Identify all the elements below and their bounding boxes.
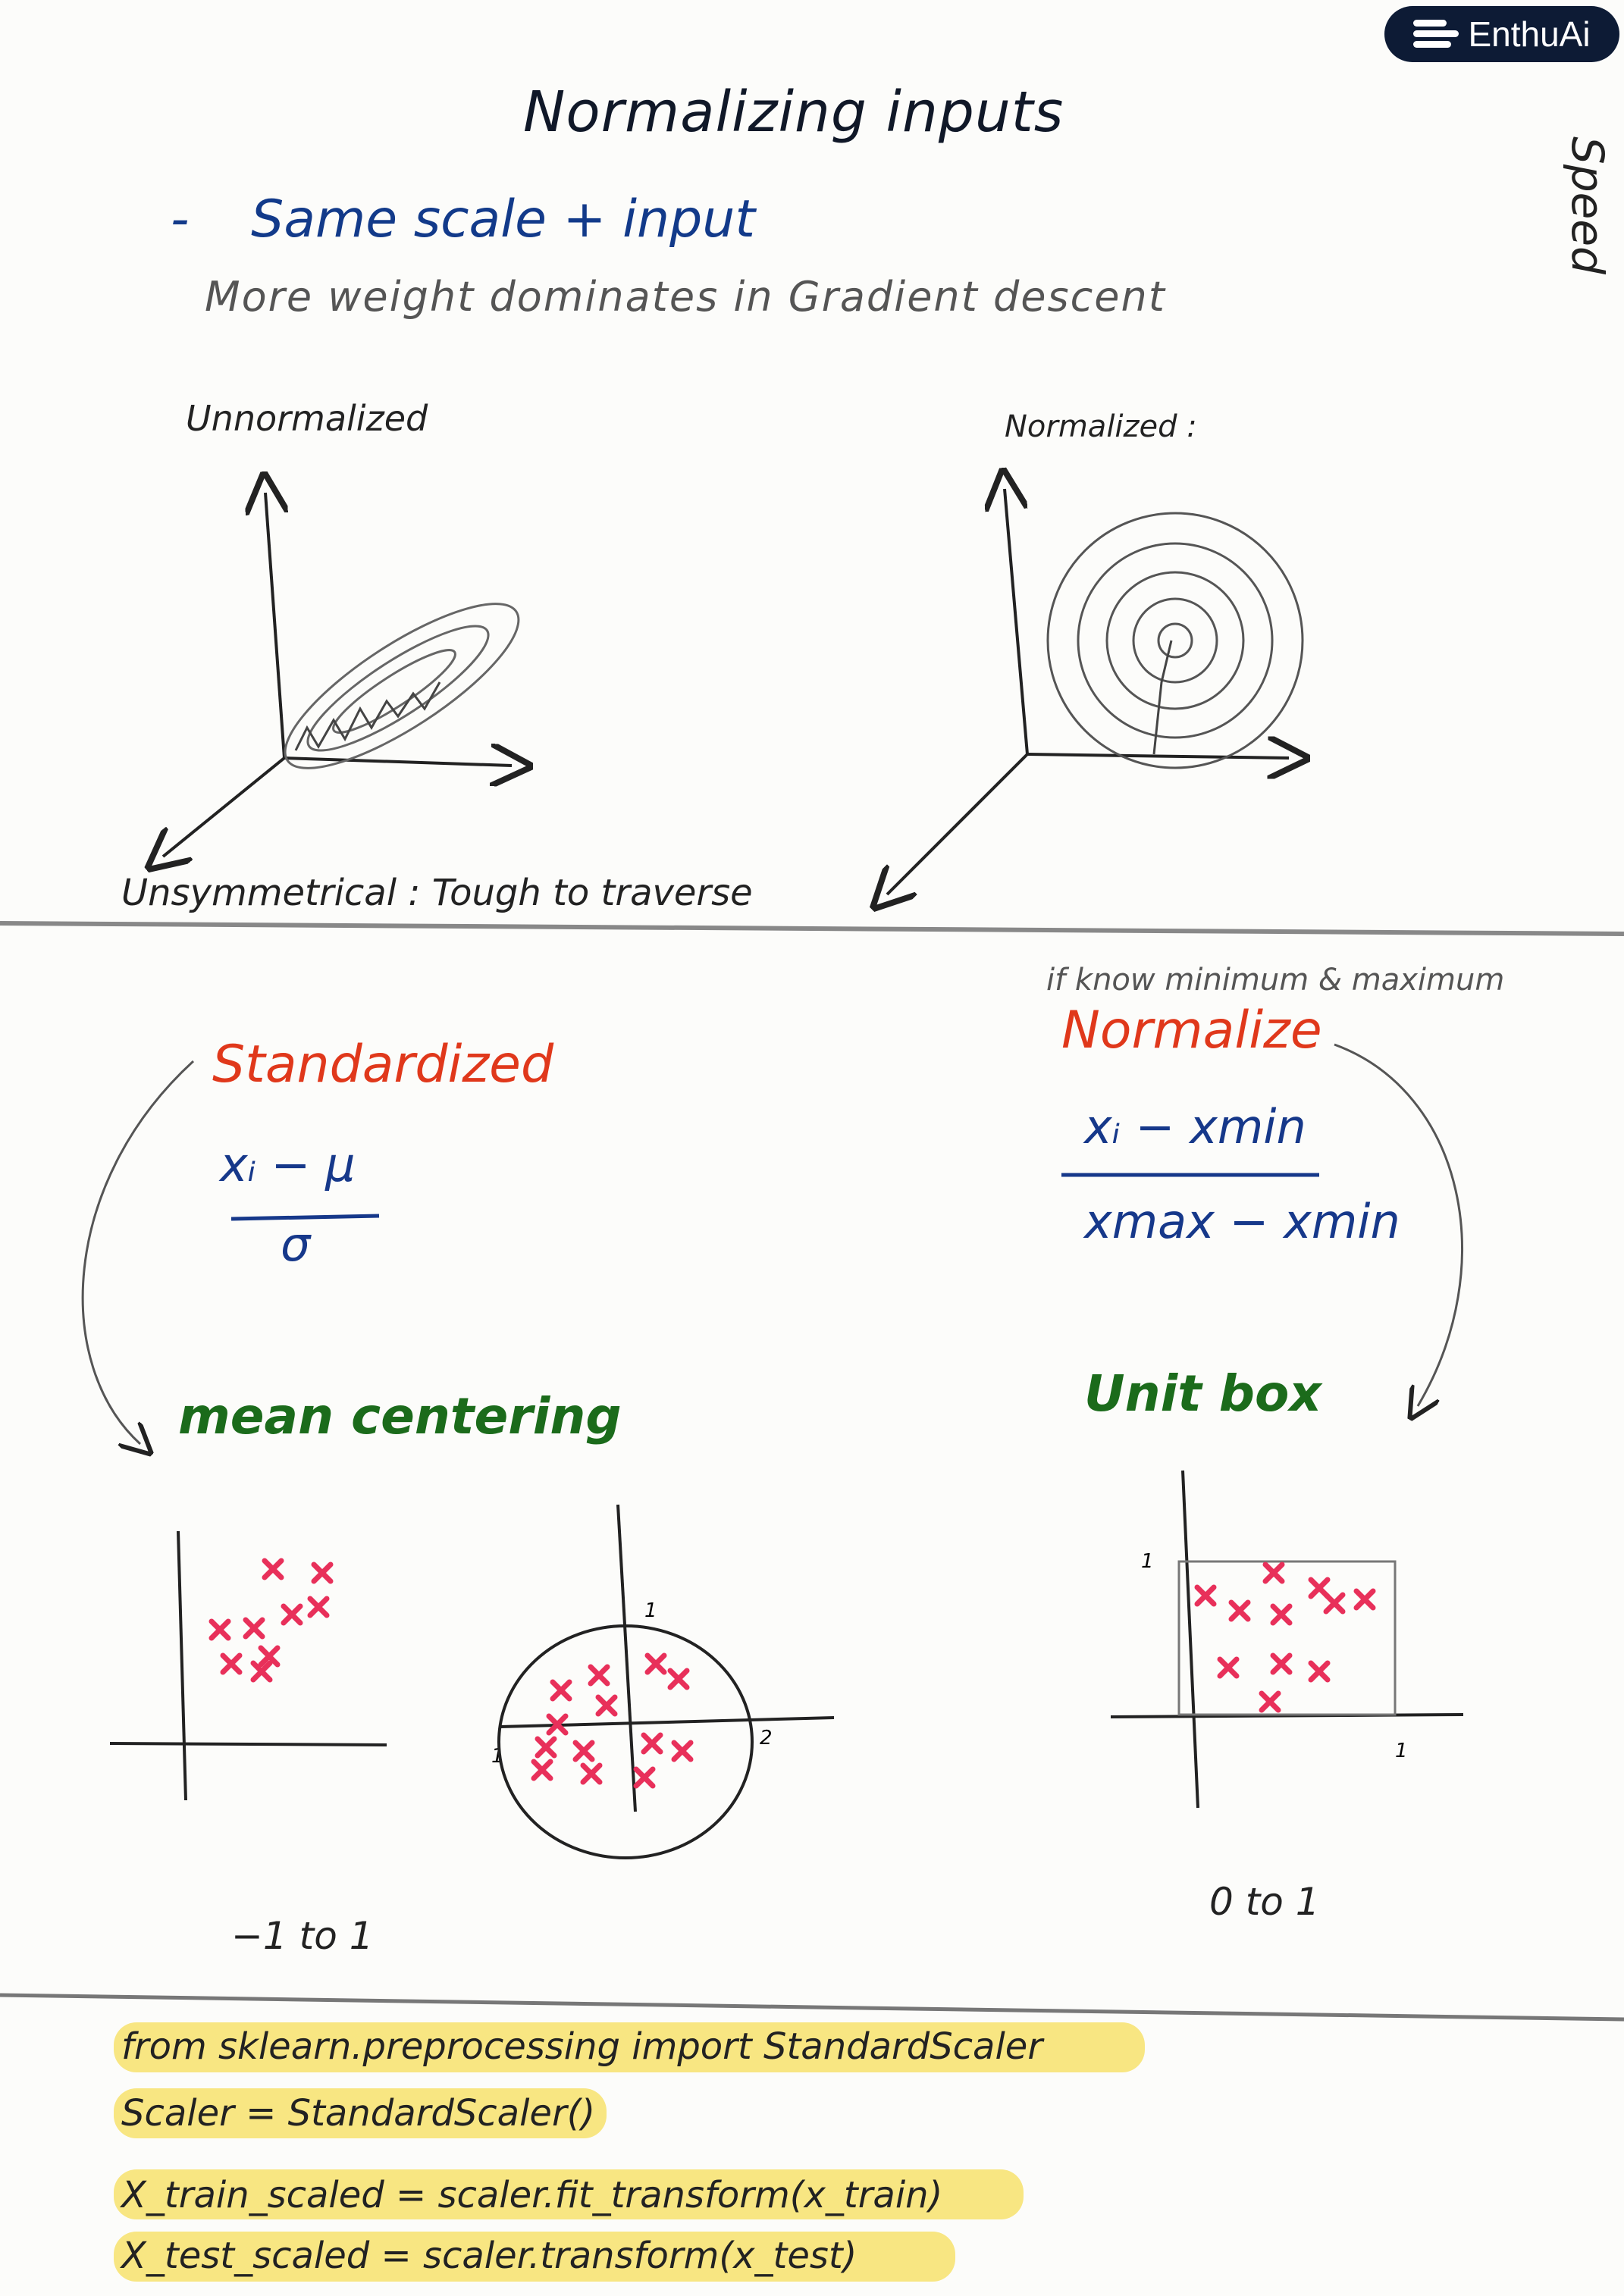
original-marker (311, 1561, 334, 1584)
subtext: More weight dominates in Gradient descen… (205, 273, 1166, 321)
circle-tick-top: 1 (644, 1599, 657, 1622)
normalize-arrow (1334, 1043, 1463, 1406)
brand-name: EnthuAi (1468, 14, 1591, 54)
centered-marker (572, 1740, 595, 1762)
unnormalized-axes (163, 493, 512, 857)
centered-marker (641, 1732, 663, 1755)
original-marker (281, 1603, 303, 1626)
unit-box-marker (1270, 1652, 1293, 1675)
standardized-denominator: σ (281, 1217, 311, 1272)
normalized-axes (887, 489, 1289, 894)
unit-box-plot (1110, 1470, 1464, 1809)
code-highlight-3 (114, 2169, 1024, 2219)
centered-marker (633, 1766, 656, 1789)
centered-marker (671, 1740, 694, 1762)
code-line-1: from sklearn.preprocessing import Standa… (121, 2025, 1043, 2068)
original-marker (250, 1660, 273, 1683)
gradient-zigzag (294, 681, 441, 751)
box-tick-y: 1 (1141, 1550, 1154, 1573)
original-data-axes (109, 1530, 387, 1801)
mean-centering-range: −1 to 1 (231, 1914, 374, 1958)
normalized-contours (1046, 512, 1304, 769)
page-title: Normalizing inputs (523, 80, 1064, 145)
unnormalized-label: Unnormalized (186, 398, 428, 439)
normalize-heading: Normalize (1061, 1001, 1322, 1060)
original-marker (262, 1558, 284, 1580)
centered-marker (531, 1759, 553, 1781)
unit-box-marker (1308, 1660, 1331, 1683)
original-marker (208, 1618, 231, 1641)
bullet-dash: - (171, 190, 190, 249)
unit-box-marker (1262, 1561, 1285, 1584)
separator-top (0, 921, 1624, 936)
centered-data-plot (497, 1504, 835, 1859)
unit-box-marker (1270, 1603, 1293, 1626)
unit-box-marker (1194, 1584, 1217, 1607)
standardized-fraction-bar (230, 1214, 380, 1221)
standardized-numerator: xᵢ − μ (220, 1137, 356, 1192)
centered-marker (588, 1664, 610, 1687)
box-tick-x: 1 (1395, 1740, 1408, 1762)
unit-box-marker (1353, 1588, 1376, 1611)
normalize-denominator: xmax − xmin (1084, 1194, 1400, 1249)
unit-box-range: 0 to 1 (1209, 1880, 1320, 1924)
original-marker (258, 1645, 281, 1668)
code-highlight-4 (114, 2232, 955, 2282)
data-markers (208, 1558, 1376, 1789)
circle-tick-right: 2 (760, 1727, 773, 1749)
unit-box-marker (1228, 1599, 1251, 1622)
code-highlight-2 (114, 2088, 607, 2138)
plot-caption: Unsymmetrical : Tough to traverse (121, 872, 753, 914)
original-marker (307, 1596, 330, 1618)
code-line-3: X_train_scaled = scaler.fit_transform(x_… (121, 2174, 943, 2216)
gradient-path (1152, 640, 1173, 755)
side-label: Speed (1562, 136, 1613, 274)
separator-bottom (0, 1993, 1624, 2022)
unit-box-heading: Unit box (1084, 1364, 1321, 1423)
centered-marker (580, 1762, 603, 1785)
original-marker (220, 1652, 243, 1675)
standardized-heading: Standardized (212, 1035, 554, 1095)
bullet-point: - Same scale + input (171, 190, 755, 249)
unit-box-marker (1259, 1690, 1281, 1713)
centered-marker (535, 1736, 557, 1759)
centered-marker (644, 1652, 667, 1675)
centered-marker (595, 1694, 618, 1717)
centered-marker (550, 1679, 572, 1702)
mean-centering-heading: mean centering (178, 1387, 622, 1446)
code-highlight-1 (114, 2022, 1145, 2072)
bullet-text: Same scale + input (251, 190, 756, 249)
centered-marker (667, 1668, 690, 1690)
normalized-label: Normalized : (1005, 409, 1197, 444)
original-marker (243, 1617, 265, 1640)
unit-box-marker (1217, 1656, 1240, 1679)
enthuai-logo-icon (1413, 18, 1459, 50)
code-line-2: Scaler = StandardScaler() (121, 2092, 596, 2135)
enthuai-badge[interactable]: EnthuAi (1384, 6, 1619, 62)
normalize-note: if know minimum & maximum (1046, 963, 1505, 998)
standardized-arrow (81, 1060, 195, 1444)
centered-marker (546, 1713, 569, 1736)
normalize-numerator: xᵢ − xmin (1084, 1099, 1306, 1154)
unnormalized-contours (284, 603, 520, 769)
unit-box-marker (1323, 1592, 1346, 1615)
code-line-4: X_test_scaled = scaler.transform(x_test) (121, 2235, 857, 2277)
